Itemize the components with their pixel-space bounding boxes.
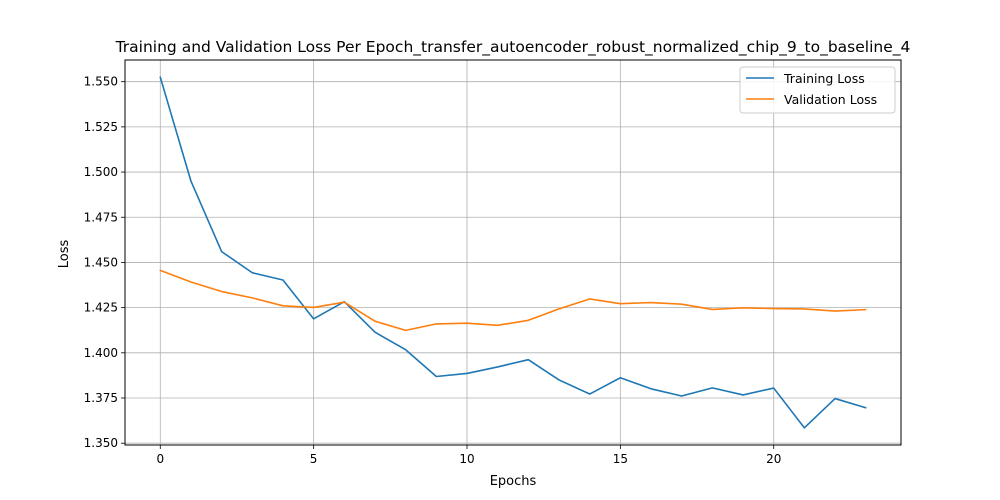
legend-label-training: Training Loss — [783, 71, 865, 86]
y-axis-label: Loss — [57, 240, 72, 269]
series-line-1 — [159, 269, 867, 332]
x-tick-label: 20 — [766, 452, 781, 466]
legend-label-validation: Validation Loss — [784, 92, 877, 107]
y-tick-label: 1.450 — [84, 255, 118, 269]
x-tick-label: 10 — [459, 452, 474, 466]
y-tick-label: 1.525 — [84, 120, 118, 134]
y-tick-label: 1.350 — [84, 436, 118, 450]
legend: Training Loss Validation Loss — [739, 66, 896, 114]
y-axis: 1.350 1.375 1.400 1.425 1.450 1.475 1.500 1.525… — [84, 75, 125, 450]
y-tick-label: 1.475 — [84, 210, 118, 224]
grid-lines — [125, 60, 901, 445]
x-tick-label: 0 — [156, 452, 164, 466]
y-tick-label: 1.550 — [84, 75, 118, 89]
x-tick-label: 15 — [613, 452, 628, 466]
series-line-0 — [159, 76, 867, 429]
plot-frame — [124, 59, 902, 446]
y-tick-label: 1.375 — [84, 391, 118, 405]
legend-box — [739, 66, 896, 114]
x-axis-label: Epochs — [490, 474, 537, 489]
series-layer — [159, 76, 867, 429]
y-tick-label: 1.425 — [84, 301, 118, 315]
y-tick-label: 1.500 — [84, 165, 118, 179]
y-tick-label: 1.400 — [84, 346, 118, 360]
x-axis: 0 5 10 15 20 — [156, 445, 781, 466]
x-tick-label: 5 — [310, 452, 318, 466]
chart-title: Training and Validation Loss Per Epoch_t… — [115, 38, 911, 57]
